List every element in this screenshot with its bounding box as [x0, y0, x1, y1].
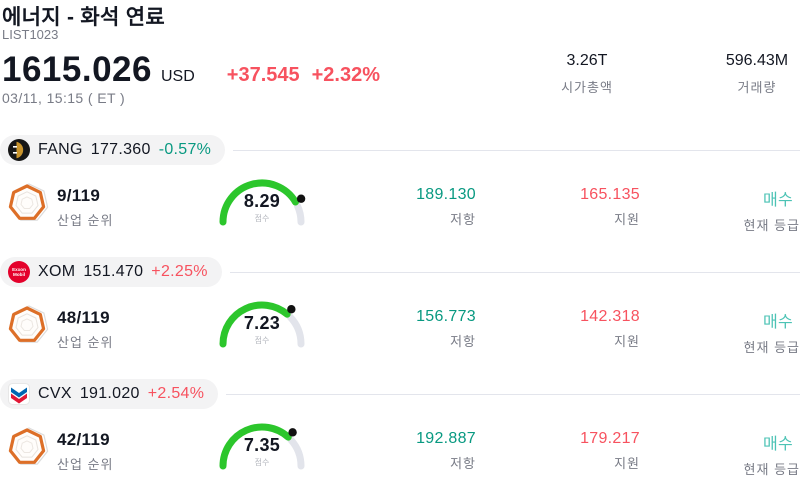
- rating-value: 매수: [762, 314, 793, 331]
- ticker-symbol: CVX: [38, 385, 72, 402]
- rating-column: 매수 현재 등급: [744, 430, 800, 478]
- chevron-logo-icon: [8, 383, 30, 405]
- industry-rank-badge-icon: [4, 424, 50, 470]
- volume-stat: 596.43M 거래량: [702, 52, 800, 96]
- ticker-symbol: FANG: [38, 141, 83, 158]
- support-column: 179.217 지원: [580, 430, 640, 472]
- volume-value: 596.43M: [725, 52, 789, 69]
- svg-text:Exxon: Exxon: [12, 267, 26, 272]
- svg-text:Mobil: Mobil: [13, 272, 25, 277]
- rank-label: 산업 순위: [57, 335, 114, 350]
- ticker-price: 151.470: [83, 263, 144, 280]
- gauge-arc: [210, 415, 314, 478]
- support-value: 179.217: [580, 430, 640, 447]
- score-gauge: 8.29 점수: [210, 171, 314, 233]
- rank-label: 산업 순위: [57, 213, 114, 228]
- index-price: 1615.026: [2, 50, 152, 89]
- market-cap-stat: 3.26T 시가총액: [528, 52, 646, 96]
- resistance-label: 저항: [450, 456, 476, 471]
- ticker-change: +2.54%: [147, 385, 205, 402]
- gauge-arc: [210, 293, 314, 356]
- industry-rank: 42/119 산업 순위: [57, 430, 113, 473]
- rating-label: 현재 등급: [743, 462, 800, 477]
- divider: [229, 271, 800, 273]
- stock-row-fang: FANG 177.360 -0.57% 9/119 산업 순위 8.29 점수 …: [0, 135, 800, 257]
- ticker-symbol: XOM: [38, 263, 76, 280]
- industry-rank: 48/119 산업 순위: [57, 308, 113, 351]
- industry-rank-badge-icon: [4, 302, 50, 348]
- resistance-column: 156.773 저항: [416, 308, 476, 350]
- score-gauge: 7.35 점수: [210, 415, 314, 477]
- support-label: 지원: [614, 456, 640, 471]
- resistance-label: 저항: [450, 334, 476, 349]
- rating-column: 매수 현재 등급: [744, 186, 800, 234]
- score-gauge: 7.23 점수: [210, 293, 314, 355]
- ticker-change: -0.57%: [158, 141, 212, 158]
- industry-rank-badge-icon: [4, 180, 50, 226]
- stock-row-xom: Exxon Mobil XOM 151.470 +2.25% 48/119 산업 …: [0, 257, 800, 379]
- score-value: 7.35: [243, 435, 281, 455]
- rating-value: 매수: [762, 192, 793, 209]
- rating-value: 매수: [762, 436, 793, 453]
- row-header: Exxon Mobil XOM 151.470 +2.25%: [0, 257, 800, 287]
- resistance-value: 192.887: [416, 430, 476, 447]
- diamondback-energy-logo-icon: [8, 139, 30, 161]
- resistance-label: 저항: [450, 212, 476, 227]
- stock-row-cvx: CVX 191.020 +2.54% 42/119 산업 순위 7.35 점수 …: [0, 379, 800, 488]
- list-id: LIST1023: [2, 27, 59, 42]
- score-label: 점수: [254, 458, 270, 467]
- page-title: 에너지 - 화석 연료: [2, 6, 166, 29]
- rating-column: 매수 현재 등급: [744, 308, 800, 356]
- divider: [233, 149, 800, 151]
- score-value: 7.23: [243, 313, 281, 333]
- rank-value: 42/119: [57, 430, 110, 449]
- exxon-mobil-logo-icon: Exxon Mobil: [8, 261, 30, 283]
- gauge-arc: [210, 171, 314, 234]
- support-label: 지원: [614, 212, 640, 227]
- resistance-value: 189.130: [416, 186, 476, 203]
- index-change-percent: +2.32%: [311, 64, 381, 86]
- support-label: 지원: [614, 334, 640, 349]
- rank-value: 9/119: [57, 186, 101, 205]
- rating-label: 현재 등급: [743, 340, 800, 355]
- resistance-value: 156.773: [416, 308, 476, 325]
- ticker-price: 191.020: [79, 385, 140, 402]
- score-value: 8.29: [243, 191, 281, 211]
- row-header: CVX 191.020 +2.54%: [0, 379, 800, 409]
- support-value: 165.135: [580, 186, 640, 203]
- ticker-pill-cvx[interactable]: CVX 191.020 +2.54%: [0, 379, 219, 409]
- ticker-price: 177.360: [90, 141, 151, 158]
- support-column: 165.135 지원: [580, 186, 640, 228]
- volume-label: 거래량: [737, 80, 777, 95]
- market-cap-label: 시가총액: [561, 80, 613, 95]
- ticker-change: +2.25%: [151, 263, 208, 280]
- row-header: FANG 177.360 -0.57%: [0, 135, 800, 165]
- currency-label: USD: [160, 68, 195, 85]
- price-line: 1615.026 USD +37.545 +2.32%: [2, 50, 380, 90]
- ticker-pill-fang[interactable]: FANG 177.360 -0.57%: [0, 135, 226, 165]
- resistance-column: 192.887 저항: [416, 430, 476, 472]
- market-cap-value: 3.26T: [566, 52, 608, 69]
- rank-label: 산업 순위: [57, 457, 114, 472]
- score-label: 점수: [254, 214, 270, 223]
- industry-rank: 9/119 산업 순위: [57, 186, 113, 229]
- rating-label: 현재 등급: [743, 218, 800, 233]
- support-column: 142.318 지원: [580, 308, 640, 350]
- score-label: 점수: [254, 336, 270, 345]
- quote-timestamp: 03/11, 15:15 ( ET ): [2, 90, 126, 106]
- divider: [226, 393, 800, 395]
- index-change: +37.545: [226, 64, 300, 86]
- rank-value: 48/119: [57, 308, 110, 327]
- resistance-column: 189.130 저항: [416, 186, 476, 228]
- support-value: 142.318: [580, 308, 640, 325]
- ticker-pill-xom[interactable]: Exxon Mobil XOM 151.470 +2.25%: [0, 257, 222, 287]
